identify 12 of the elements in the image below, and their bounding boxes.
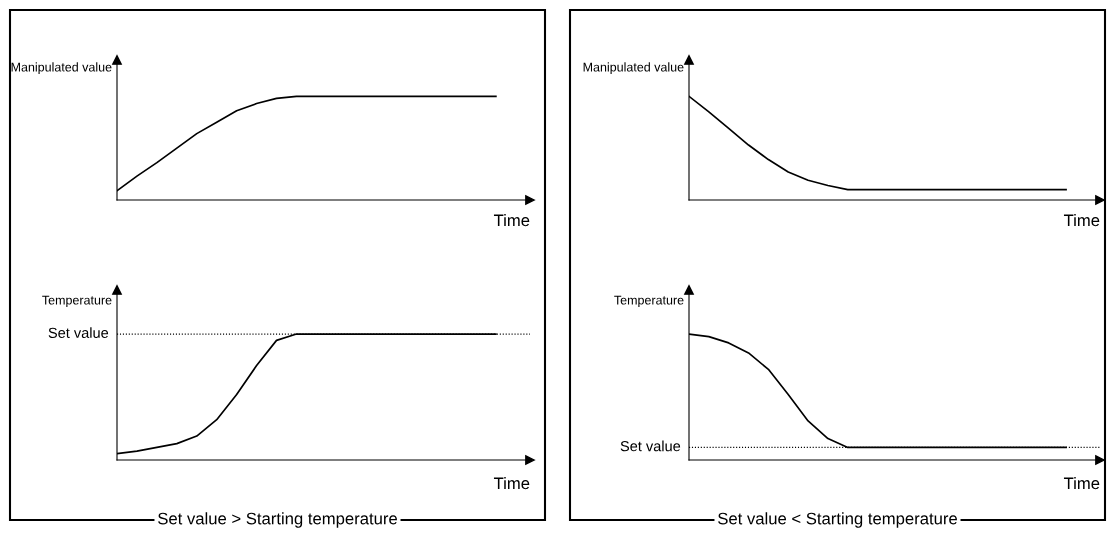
- y-axis-title: Manipulated value: [583, 62, 684, 74]
- x-axis-title: Time: [493, 477, 530, 490]
- y-axis-title: Temperature: [614, 295, 684, 307]
- text: Set value > Starting temperature: [158, 512, 397, 528]
- ref-line-label: Set value: [48, 327, 109, 338]
- y-axis-title: Manipulated value: [11, 62, 112, 74]
- text: Set value < Starting temperature: [718, 512, 957, 528]
- x-axis-title: Time: [1063, 214, 1100, 227]
- ref-line-label: Set value: [620, 440, 681, 452]
- x-axis-title: Time: [493, 214, 530, 227]
- x-axis-title: Time: [1063, 477, 1100, 490]
- y-axis-title: Temperature: [42, 295, 112, 307]
